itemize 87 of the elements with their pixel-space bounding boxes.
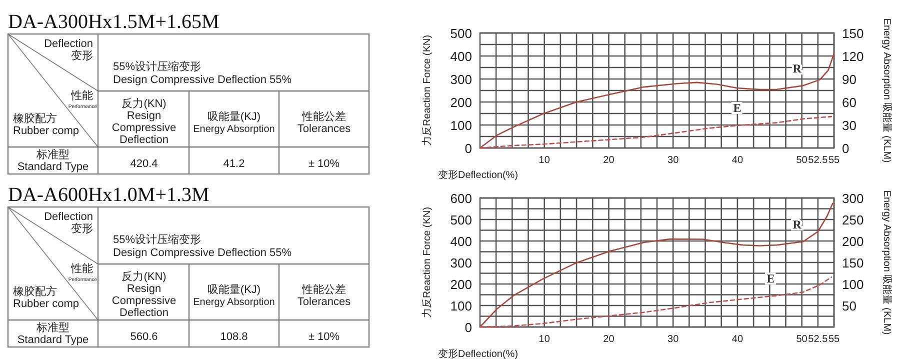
y2-tick-label: 250 [842, 212, 864, 228]
x-tick-label: 52.5 [808, 155, 828, 166]
text: 反力(KN) [122, 97, 166, 110]
text: 108.8 [220, 331, 248, 343]
x-axis-title: 变形Deflection(%) [438, 169, 518, 181]
text: Energy Absorption [193, 297, 275, 308]
text: Deflection [120, 307, 168, 319]
text: Rubber comp [13, 125, 80, 137]
y-tick-label: 0 [464, 320, 472, 335]
text: 反力(KN) [122, 270, 166, 283]
text: 性能公差 [301, 110, 346, 123]
x-tick-label: 40 [732, 155, 744, 166]
text: Compressive [112, 295, 176, 307]
text: Tolerances [297, 123, 352, 135]
y-tick-label: 600 [450, 191, 472, 206]
x-tick-label: 40 [732, 334, 744, 345]
x-tick-label: 50 [796, 334, 808, 345]
y2-tick-label: 60 [842, 95, 856, 110]
text: ± 10% [308, 331, 340, 343]
text: 标准型 [36, 148, 70, 161]
text: DA-A600Hx1.0M+1.3M [8, 184, 210, 206]
y-tick-label: 500 [450, 26, 472, 41]
y-tick-label: 200 [450, 95, 472, 110]
text: 变形 [71, 222, 93, 235]
text: ± 10% [308, 158, 340, 170]
x-tick-label: 50 [796, 155, 808, 166]
text: Deflection [44, 211, 93, 223]
text: Standard Type [17, 161, 89, 173]
x-tick-label: 55 [828, 155, 840, 166]
text: 55%设计压缩变形 [113, 60, 202, 73]
text: 55%设计压缩变形 [113, 233, 202, 246]
text: 变形 [71, 49, 93, 62]
y2-tick-label: 30 [842, 118, 856, 133]
y2-tick-label: 50 [842, 298, 856, 314]
y2-axis-title: Energy Absorption 吸能量 (KLM) [881, 18, 893, 163]
y2-tick-label: 90 [842, 72, 856, 87]
x-axis-title: 变形Deflection(%) [438, 348, 518, 359]
text: 560.6 [130, 331, 158, 343]
text: Energy Absorption [193, 124, 275, 135]
text: 420.4 [130, 158, 158, 170]
y-tick-label: 500 [450, 212, 472, 228]
text: Rubber comp [13, 298, 80, 310]
text: 性能公差 [301, 283, 346, 296]
y-tick-label: 0 [464, 141, 472, 156]
text: 吸能量(KJ) [207, 110, 261, 123]
y-tick-label: 300 [450, 256, 472, 270]
y2-tick-label: 200 [842, 234, 864, 249]
y-tick-label: 400 [450, 49, 472, 64]
text: Compressive [112, 122, 176, 134]
x-tick-label: 10 [538, 155, 550, 166]
text: Resign [126, 110, 162, 122]
x-tick-label: 20 [603, 334, 615, 345]
y-axis-title: 力反Reaction Force (KN) [421, 34, 433, 146]
text: 性能 [70, 89, 93, 102]
x-tick-label: 30 [668, 155, 680, 166]
x-tick-label: 55 [828, 334, 840, 345]
text: 性能 [70, 262, 93, 275]
text: Resign [126, 283, 162, 295]
text: Design Compressive Deflection 55% [113, 74, 292, 86]
text: 吸能量(KJ) [207, 283, 261, 296]
x-tick-label: 30 [668, 334, 680, 345]
text: Deflection [44, 38, 93, 50]
y-axis-title: 力反Reaction Force (KN) [421, 206, 433, 318]
text: 标准型 [36, 321, 70, 334]
text: 橡胶配方 [13, 285, 57, 298]
y2-tick-label: 100 [842, 277, 864, 292]
y2-tick-label: 0 [842, 141, 850, 156]
y-tick-label: 100 [450, 298, 472, 314]
text: DA-A300Hx1.5M+1.65M [8, 11, 220, 33]
x-tick-label: 10 [538, 334, 550, 345]
text: Tolerances [297, 296, 352, 308]
x-tick-label: 52.5 [808, 334, 828, 345]
y2-tick-label: 150 [842, 256, 864, 270]
x-tick-label: 20 [603, 155, 615, 166]
y-tick-label: 200 [450, 277, 472, 292]
y2-tick-label: 120 [842, 49, 864, 64]
y-tick-label: 100 [450, 118, 472, 133]
text: 41.2 [223, 158, 245, 170]
text: Design Compressive Deflection 55% [113, 247, 292, 259]
text: Deflection [120, 134, 168, 146]
y-tick-label: 400 [450, 234, 472, 249]
y2-axis-title: Energy Absorption 吸能量 (KLM) [881, 190, 893, 335]
text: 橡胶配方 [13, 112, 57, 125]
y-tick-label: 300 [450, 72, 472, 87]
y2-tick-label: 150 [842, 26, 864, 41]
y2-tick-label: 300 [842, 191, 864, 206]
text: Standard Type [17, 334, 89, 346]
